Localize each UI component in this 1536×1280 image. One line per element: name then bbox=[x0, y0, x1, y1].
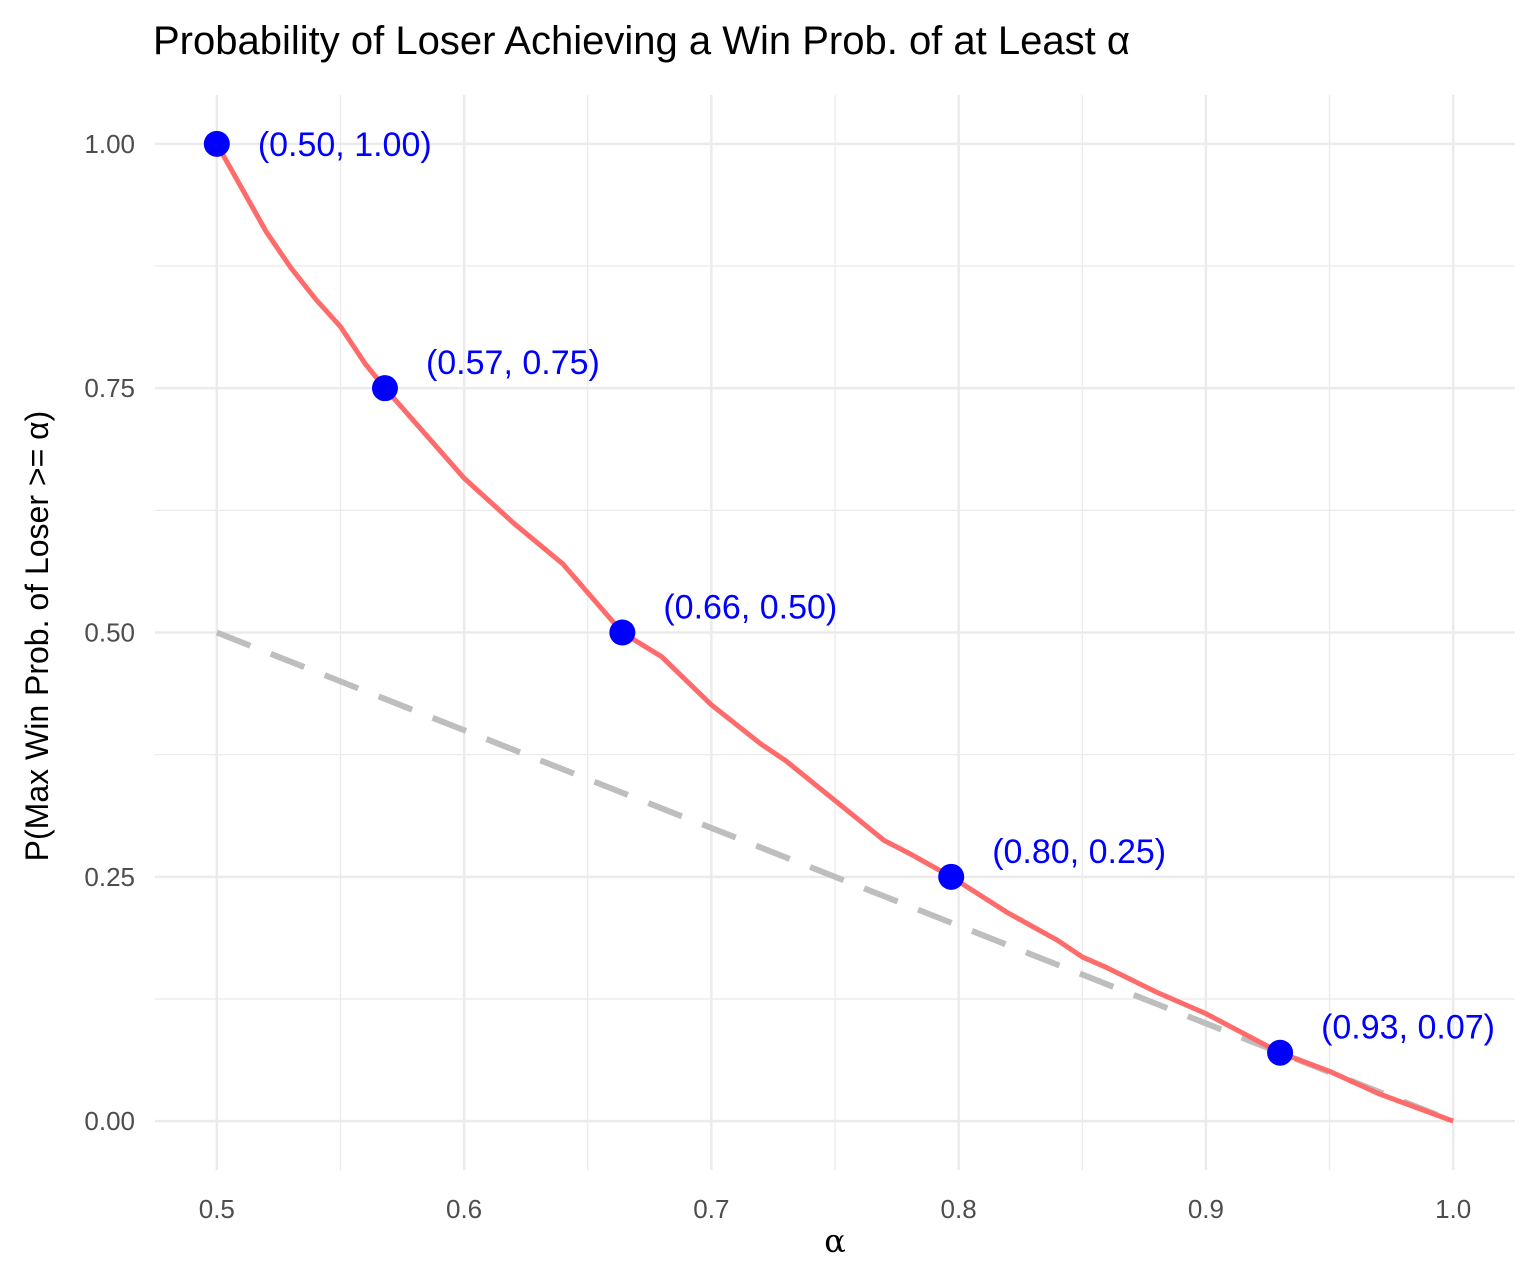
y-tick-label: 0.75 bbox=[84, 373, 135, 403]
data-point bbox=[203, 130, 230, 157]
chart-title: Probability of Loser Achieving a Win Pro… bbox=[153, 19, 1130, 63]
y-tick-label: 0.25 bbox=[84, 862, 135, 892]
x-tick-label: 0.8 bbox=[941, 1194, 977, 1224]
data-point bbox=[609, 619, 636, 646]
data-point bbox=[938, 863, 965, 890]
x-tick-label: 1.0 bbox=[1435, 1194, 1471, 1224]
point-annotation: (0.50, 1.00) bbox=[258, 126, 432, 164]
y-tick-label: 0.00 bbox=[84, 1106, 135, 1136]
reference-dashed-line bbox=[215, 629, 1455, 1124]
x-tick-label: 0.6 bbox=[446, 1194, 482, 1224]
point-annotation: (0.57, 0.75) bbox=[426, 344, 600, 382]
x-tick-label: 0.5 bbox=[199, 1194, 235, 1224]
data-point bbox=[371, 375, 398, 402]
point-annotation: (0.93, 0.07) bbox=[1321, 1009, 1495, 1047]
probability-curve bbox=[214, 142, 1455, 1124]
y-tick-label: 0.50 bbox=[84, 618, 135, 648]
y-tick-label: 1.00 bbox=[84, 129, 135, 159]
data-point bbox=[1267, 1039, 1294, 1066]
x-tick-label: 0.7 bbox=[693, 1194, 729, 1224]
x-tick-label: 0.9 bbox=[1188, 1194, 1224, 1224]
point-annotation: (0.66, 0.50) bbox=[663, 589, 837, 627]
x-axis-label: α bbox=[824, 1222, 846, 1260]
y-axis-label: P(Max Win Prob. of Loser >= α) bbox=[19, 411, 55, 862]
point-annotation: (0.80, 0.25) bbox=[992, 833, 1166, 871]
